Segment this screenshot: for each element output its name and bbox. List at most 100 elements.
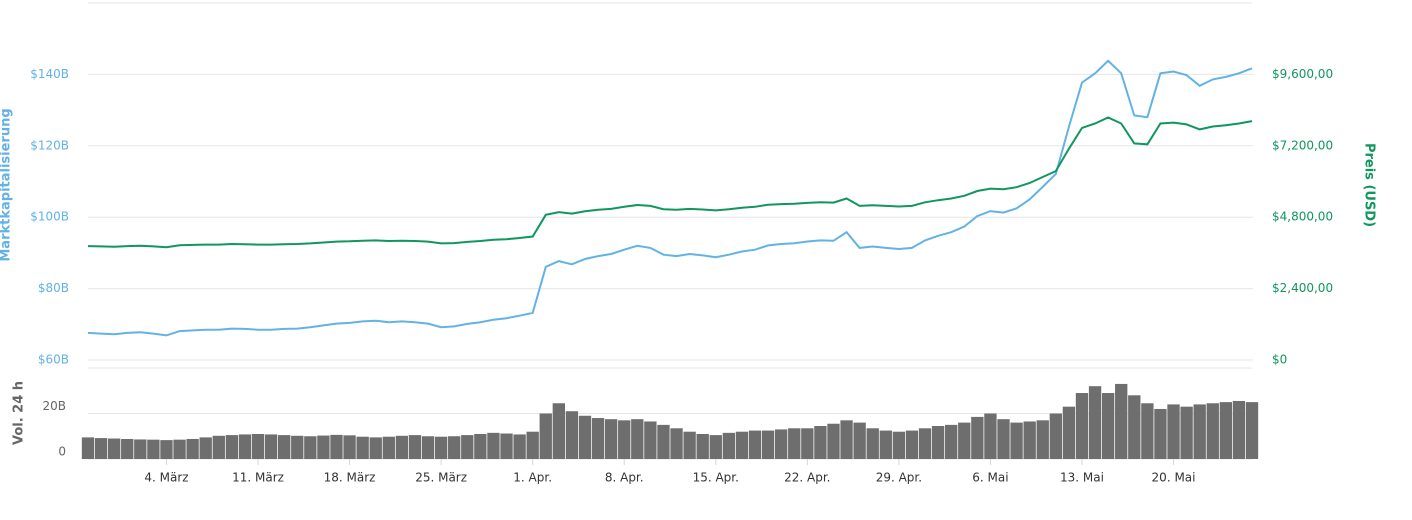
volume-bar xyxy=(487,432,500,459)
volume-bar xyxy=(121,438,134,459)
volume-bar xyxy=(604,419,618,459)
volume-bar xyxy=(526,431,539,459)
volume-bar xyxy=(1154,408,1167,459)
volume-bar xyxy=(500,433,513,459)
y-tick-label: $80B xyxy=(38,281,69,295)
volume-bar xyxy=(1023,421,1036,459)
x-tick-label: 13. Mai xyxy=(1060,471,1104,485)
x-tick-label: 8. Apr. xyxy=(605,471,644,485)
volume-bar xyxy=(971,416,984,459)
volume-bar xyxy=(853,422,866,459)
volume-tick-label: 0 xyxy=(58,445,66,459)
volume-bar xyxy=(1167,404,1180,459)
volume-bar xyxy=(670,428,683,459)
volume-bar xyxy=(644,421,657,459)
volume-bar xyxy=(1193,404,1206,459)
volume-bar xyxy=(552,403,565,459)
volume-bar xyxy=(761,430,775,459)
volume-bar xyxy=(212,435,225,459)
y2-axis-title: Preis (USD) xyxy=(1362,143,1377,227)
volume-bar xyxy=(160,440,173,459)
volume-bar xyxy=(657,424,670,459)
volume-bar xyxy=(1128,395,1141,459)
volume-bar xyxy=(173,439,186,459)
volume-bar xyxy=(879,430,892,459)
y2-tick-label: $4,800,00 xyxy=(1272,210,1333,224)
y-tick-label: $120B xyxy=(30,138,69,152)
volume-bar xyxy=(317,435,330,459)
volume-bar xyxy=(722,432,736,459)
y-tick-label: $60B xyxy=(38,353,69,367)
volume-bar xyxy=(1141,403,1154,459)
volume-bar xyxy=(945,424,958,459)
volume-bar xyxy=(251,433,265,459)
volume-bar xyxy=(461,435,474,459)
volume-bar xyxy=(696,433,709,459)
volume-bar xyxy=(683,431,696,459)
volume-bar xyxy=(1010,422,1023,459)
x-tick-label: 11. März xyxy=(232,471,284,485)
volume-bar xyxy=(1180,406,1193,459)
y-axis-title: Marktkapitalisierung xyxy=(0,108,14,261)
volume-bar xyxy=(107,438,121,459)
x-tick-label: 4. März xyxy=(144,471,188,485)
price-line xyxy=(87,59,1253,337)
volume-bar xyxy=(225,435,239,459)
volume-bar xyxy=(134,439,147,459)
volume-bar xyxy=(330,434,343,459)
x-tick-label: 29. Apr. xyxy=(876,471,922,485)
y2-tick-label: $7,200,00 xyxy=(1272,138,1333,152)
x-tick-label: 15. Apr. xyxy=(693,471,739,485)
volume-bar xyxy=(997,419,1010,459)
volume-bar xyxy=(1075,393,1089,459)
y2-tick-label: $0 xyxy=(1272,353,1287,367)
volume-bar xyxy=(421,436,435,459)
volume-bar xyxy=(1088,386,1102,459)
volume-bar xyxy=(578,415,592,459)
volume-bar xyxy=(304,436,317,459)
volume-bar xyxy=(1245,402,1259,459)
volume-bar xyxy=(958,422,971,459)
volume-bar xyxy=(408,435,422,459)
volume-bar xyxy=(238,434,252,459)
volume-bar xyxy=(474,433,487,459)
volume-bar xyxy=(775,429,788,459)
volume-bar xyxy=(918,428,932,459)
volume-bar xyxy=(984,413,997,459)
volume-bar xyxy=(618,420,631,459)
volume-bar xyxy=(1206,403,1219,459)
x-tick-label: 1. Apr. xyxy=(513,471,552,485)
volume-bar xyxy=(278,435,291,459)
volume-bar xyxy=(631,419,644,459)
volume-axis-title: Vol. 24 h xyxy=(12,381,27,445)
volume-bar xyxy=(788,428,801,459)
volume-bar xyxy=(369,437,382,459)
volume-bar xyxy=(395,435,409,459)
volume-bar xyxy=(931,426,945,459)
volume-bar xyxy=(186,438,199,459)
x-tick-label: 18. März xyxy=(324,471,376,485)
volume-bar xyxy=(1115,383,1128,459)
volume-bar xyxy=(199,437,212,459)
volume-bar xyxy=(291,435,304,459)
y2-tick-label: $2,400,00 xyxy=(1272,281,1333,295)
volume-bar xyxy=(448,436,461,459)
x-tick-label: 25. März xyxy=(415,471,467,485)
volume-bar xyxy=(840,420,853,459)
volume-bar xyxy=(81,437,95,459)
volume-bar xyxy=(343,435,356,459)
volume-bar xyxy=(565,411,579,459)
volume-bar xyxy=(709,435,722,459)
volume-bar xyxy=(892,431,906,459)
price-line xyxy=(87,116,1253,249)
volume-bar xyxy=(748,430,762,459)
volume-bar xyxy=(1101,393,1115,459)
volume-bar xyxy=(1232,400,1246,459)
volume-bar xyxy=(866,428,879,459)
volume-bar xyxy=(905,430,919,459)
volume-bar xyxy=(735,431,749,459)
x-tick-label: 6. Mai xyxy=(972,471,1008,485)
y-tick-label: $100B xyxy=(30,210,69,224)
x-tick-label: 20. Mai xyxy=(1152,471,1196,485)
